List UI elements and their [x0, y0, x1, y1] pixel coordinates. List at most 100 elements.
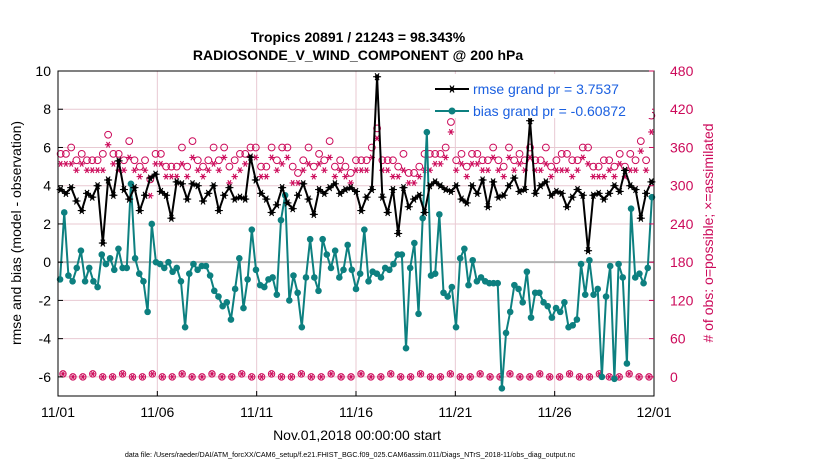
obs-possible-marker — [520, 156, 529, 165]
obs-possible-marker — [188, 373, 196, 381]
obs-possible-marker — [225, 162, 234, 171]
rmse-point — [526, 116, 535, 125]
obs-assimilated-marker — [417, 371, 424, 377]
obs-possible-marker — [389, 156, 397, 165]
chart-title-line1: Tropics 20891 / 21243 = 98.343% — [251, 29, 466, 45]
obs-possible-marker — [218, 373, 226, 381]
obs-assimilated-marker — [626, 371, 632, 377]
obs-possible-marker — [585, 373, 594, 381]
obs-possible-marker — [246, 143, 255, 152]
rmse-point — [452, 181, 461, 190]
obs-possible-marker — [188, 137, 197, 145]
obs-possible-marker — [88, 156, 97, 165]
left-tick-label: 2 — [43, 216, 51, 232]
obs-possible-marker — [83, 156, 91, 165]
x-tick-label: 11/21 — [438, 404, 472, 420]
obs-possible-marker — [515, 149, 524, 158]
bias-point — [94, 283, 101, 291]
bias-point — [202, 262, 210, 270]
bias-point — [185, 270, 193, 277]
rmse-point — [288, 204, 297, 213]
rmse-point — [267, 208, 276, 217]
x-tick-label: 11/26 — [538, 404, 572, 420]
obs-possible-marker — [499, 162, 508, 171]
obs-possible-marker — [317, 373, 325, 381]
x-tick-label: 11/16 — [339, 404, 373, 420]
obs-possible-marker — [128, 373, 137, 381]
obs-possible-marker — [178, 370, 186, 378]
obs-assimilated-marker — [120, 167, 128, 174]
obs-assimilated-marker — [178, 160, 186, 167]
obs-possible-marker — [162, 162, 171, 171]
rmse-point — [499, 191, 508, 200]
rmse-point — [562, 202, 571, 211]
obs-assimilated-marker — [315, 160, 323, 167]
obs-possible-marker — [98, 149, 107, 158]
obs-possible-marker — [447, 118, 455, 126]
rmse-point — [352, 187, 360, 196]
bias-point — [390, 260, 397, 268]
bias-point — [298, 323, 306, 331]
bias-point — [636, 270, 643, 277]
right-tick-label: 240 — [670, 216, 694, 232]
rmse-point — [209, 181, 218, 190]
right-tick-label: 0 — [670, 369, 678, 385]
obs-possible-marker — [347, 373, 355, 381]
obs-assimilated-marker — [318, 374, 324, 380]
bias-point — [323, 251, 331, 258]
bias-point — [206, 272, 214, 279]
obs-assimilated-marker — [632, 167, 639, 174]
obs-possible-marker — [172, 162, 181, 171]
rmse-point — [362, 193, 371, 201]
obs-possible-marker — [89, 370, 97, 378]
obs-possible-marker — [410, 169, 418, 177]
rmse-point — [541, 178, 550, 186]
bias-point — [302, 274, 310, 281]
obs-assimilated-marker — [129, 374, 136, 380]
bias-point — [215, 293, 222, 300]
obs-possible-marker — [299, 156, 308, 165]
obs-possible-marker — [325, 137, 334, 145]
bias-point — [581, 291, 589, 298]
obs-assimilated-marker — [576, 374, 583, 380]
rmse-point — [462, 199, 471, 207]
bias-point — [469, 256, 476, 264]
rmse-point — [573, 185, 582, 194]
obs-assimilated-marker — [487, 374, 493, 380]
bias-point — [348, 266, 356, 274]
obs-possible-marker — [631, 156, 640, 165]
bias-point — [377, 274, 385, 281]
bias-point — [148, 220, 156, 228]
obs-assimilated-marker — [209, 371, 215, 377]
obs-possible-marker — [478, 156, 487, 165]
obs-assimilated-marker — [586, 374, 593, 380]
obs-assimilated-marker — [457, 374, 463, 380]
bias-point — [431, 270, 439, 277]
legend-rmse-label: rmse grand pr = 3.7537 — [473, 81, 619, 97]
rmse-point — [109, 191, 118, 200]
obs-assimilated-marker — [637, 148, 645, 155]
obs-assimilated-marker — [78, 160, 85, 167]
obs-assimilated-marker — [284, 154, 291, 161]
obs-assimilated-marker — [484, 167, 492, 174]
obs-assimilated-marker — [99, 167, 107, 174]
obs-count-markers — [56, 111, 656, 381]
rmse-point — [304, 195, 313, 203]
rmse-point — [636, 214, 645, 222]
obs-assimilated-marker — [378, 374, 384, 380]
rmse-point — [283, 199, 292, 207]
obs-possible-marker — [267, 143, 276, 152]
rmse-point — [251, 176, 260, 184]
rmse-point — [135, 206, 144, 215]
obs-assimilated-marker — [600, 173, 608, 180]
obs-possible-marker — [406, 373, 415, 381]
obs-assimilated-marker — [300, 167, 307, 174]
obs-possible-marker — [238, 370, 246, 378]
obs-assimilated-marker — [500, 173, 507, 180]
obs-possible-marker — [108, 373, 117, 381]
bias-point — [156, 260, 164, 268]
rmse-point — [172, 178, 181, 186]
x-tick-label: 11/06 — [140, 404, 174, 420]
obs-assimilated-marker — [410, 179, 418, 187]
obs-assimilated-marker — [184, 173, 191, 180]
